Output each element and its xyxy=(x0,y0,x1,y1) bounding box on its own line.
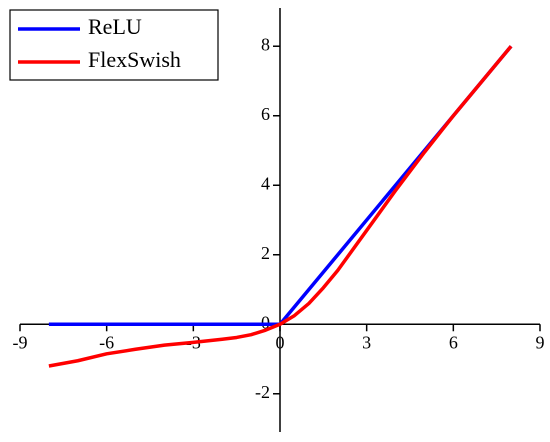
x-tick-label: -6 xyxy=(99,332,114,352)
y-tick-label: 4 xyxy=(261,173,270,193)
x-tick-label: 3 xyxy=(362,332,371,352)
series-line xyxy=(48,45,513,368)
legend-label: FlexSwish xyxy=(88,47,181,72)
y-tick-label: 6 xyxy=(261,104,270,124)
x-tick-label: -9 xyxy=(13,332,28,352)
legend: ReLU FlexSwish xyxy=(9,9,219,81)
legend-frame xyxy=(9,9,219,81)
x-tick-label: 0 xyxy=(276,332,285,352)
x-tick-label: 9 xyxy=(536,332,545,352)
y-tick-label: 2 xyxy=(261,243,270,263)
legend-label: ReLU xyxy=(88,14,142,39)
y-tick-label: 0 xyxy=(261,312,270,332)
y-tick-label: -2 xyxy=(255,382,270,402)
y-tick-label: 8 xyxy=(261,34,270,54)
x-tick-label: 6 xyxy=(449,332,458,352)
